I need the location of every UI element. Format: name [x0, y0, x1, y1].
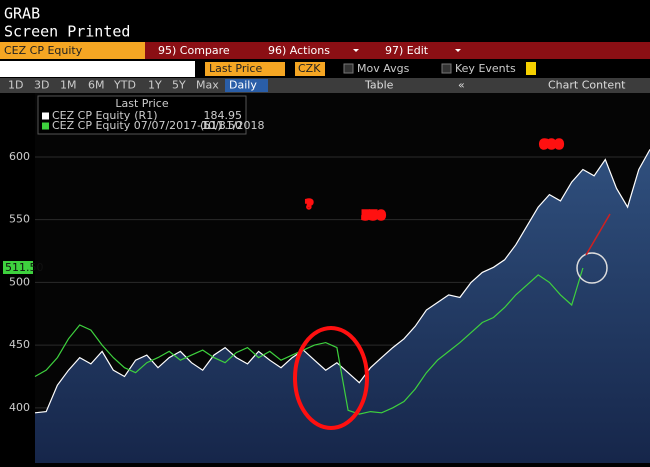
- legend-label: CEZ CP Equity: [52, 109, 131, 122]
- collapse-icon[interactable]: «: [458, 79, 465, 92]
- field-box[interactable]: [205, 62, 285, 76]
- legend-value: 511.50: [204, 119, 243, 132]
- legend-label: CEZ CP Equity 07/07/2017-10/31/2018: [52, 119, 265, 132]
- menu[interactable]: 95) Compare: [158, 44, 230, 57]
- period-button[interactable]: YTD: [113, 79, 136, 92]
- checkbox[interactable]: [343, 63, 354, 74]
- annotation: 550: [362, 209, 385, 222]
- price-line: [34, 267, 584, 415]
- value-tag-label: 511.50: [5, 261, 44, 274]
- annotation-arrow: [585, 213, 611, 256]
- legend-swatch: [42, 122, 49, 130]
- frequency-box[interactable]: [225, 79, 268, 92]
- y-tick-label: 450: [9, 338, 30, 351]
- legend-value: 184.95: [204, 109, 243, 122]
- y-tick-label: 400: [9, 401, 30, 414]
- menu[interactable]: 97) Edit: [385, 44, 429, 57]
- area-fill: [35, 149, 650, 463]
- security: CEZ CP Equity: [4, 44, 83, 57]
- annotation: 600: [540, 138, 563, 151]
- currency-box[interactable]: [295, 62, 325, 76]
- period-button[interactable]: 3D: [34, 79, 49, 92]
- period-button[interactable]: 5Y: [172, 79, 186, 92]
- table-button[interactable]: Table: [364, 79, 394, 92]
- period-button[interactable]: 1M: [60, 79, 77, 92]
- period-button[interactable]: 1Y: [148, 79, 162, 92]
- currency: CZK: [298, 62, 321, 75]
- legend: [37, 95, 247, 135]
- period-button[interactable]: 6M: [88, 79, 105, 92]
- annotation: ?: [306, 198, 312, 211]
- price-line: [34, 149, 650, 414]
- menu-bar: [145, 42, 650, 59]
- header-line: GRAB: [4, 5, 40, 23]
- info-icon[interactable]: [526, 62, 536, 75]
- chart-content[interactable]: Chart Content: [548, 79, 626, 92]
- value-tag: [3, 261, 33, 274]
- period-button[interactable]: Max: [196, 79, 219, 92]
- option: Key Events: [455, 62, 516, 75]
- y-tick-label: 600: [9, 150, 30, 163]
- legend-swatch: [42, 112, 49, 120]
- menu[interactable]: 96) Actions: [268, 44, 330, 57]
- command-input[interactable]: [0, 61, 195, 77]
- dropdown-arrow: [353, 49, 359, 52]
- frequency: Daily: [229, 79, 257, 92]
- y-tick-label: 500: [9, 275, 30, 288]
- security-box[interactable]: [0, 42, 145, 59]
- y-tick-label: 550: [9, 213, 30, 226]
- annotation-circle: [576, 252, 608, 284]
- range-bar: [0, 78, 650, 93]
- checkbox[interactable]: [441, 63, 452, 74]
- option: Mov Avgs: [357, 62, 410, 75]
- legend-title: Last Price: [115, 97, 168, 110]
- dropdown-arrow: [455, 49, 461, 52]
- annotation-circle: [293, 326, 369, 430]
- legend-axis-tag: (R1): [134, 109, 157, 122]
- legend-axis-tag: (L1): [200, 119, 222, 132]
- period-button[interactable]: 1D: [8, 79, 23, 92]
- header-line: Screen Printed: [4, 23, 130, 41]
- field: Last Price: [209, 62, 262, 75]
